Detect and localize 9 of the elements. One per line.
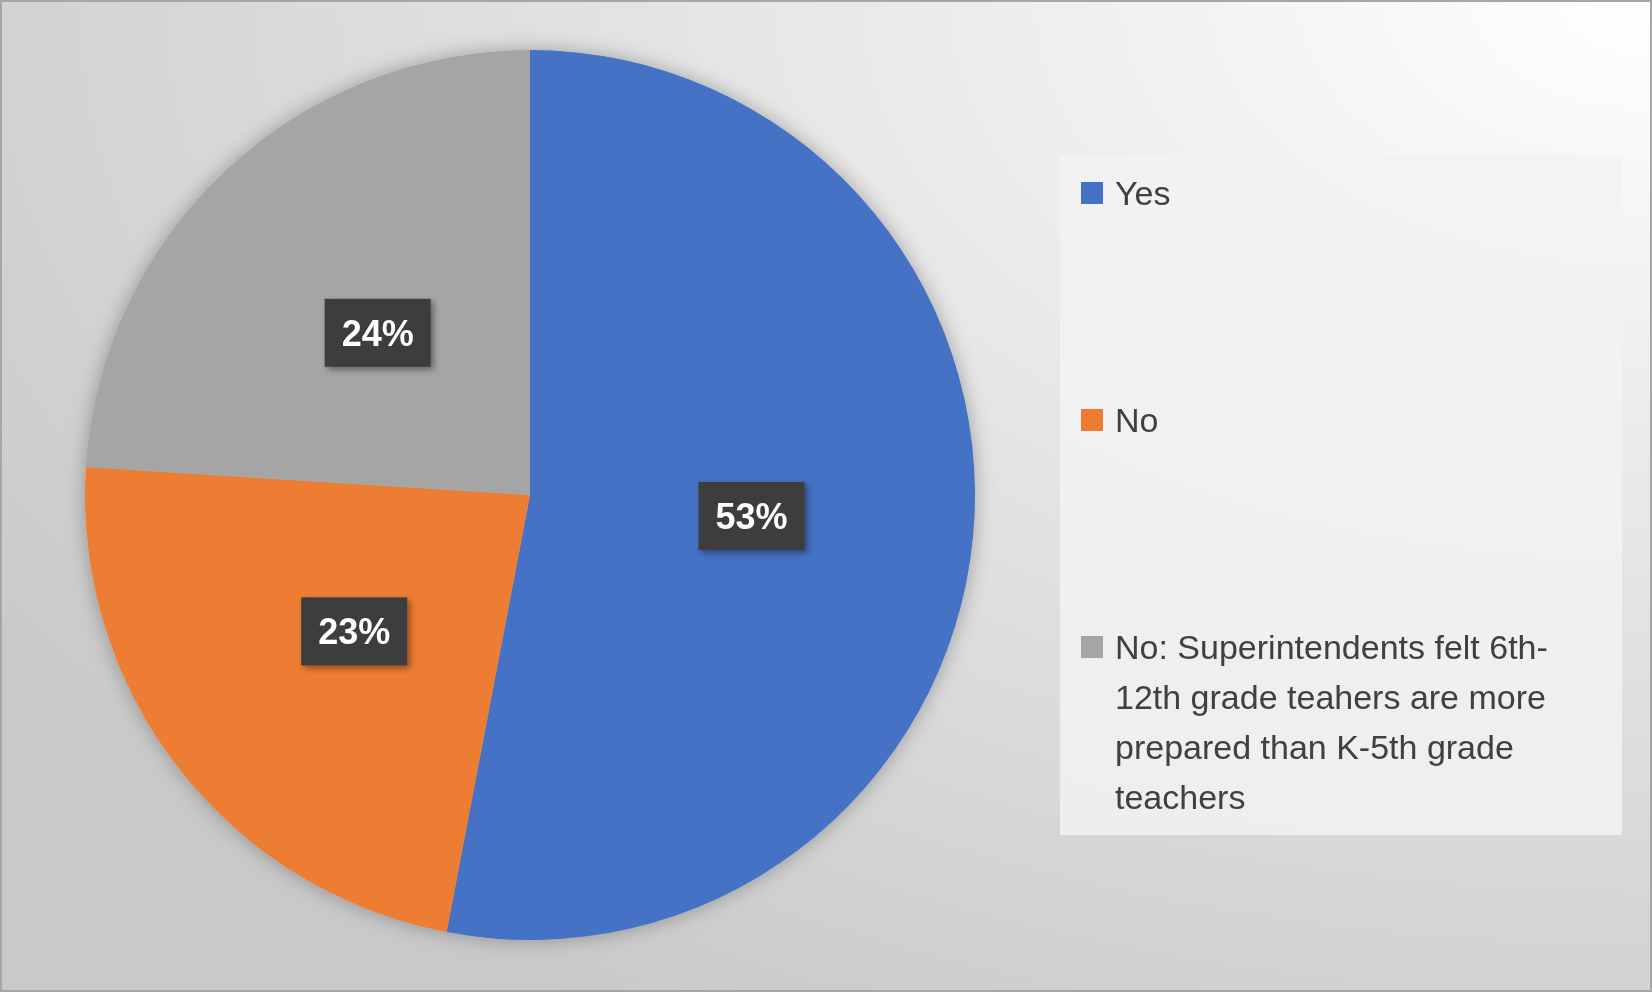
data-label: 23% — [318, 611, 391, 653]
legend-label: No: Superintendents felt 6th-12th grade teahers are more prepared than K-5th grade teachers — [1115, 627, 1548, 816]
data-label: 24% — [341, 312, 414, 354]
pie-slice — [85, 50, 530, 495]
pie-slice — [446, 50, 975, 940]
data-label: 53% — [715, 495, 788, 537]
pie-slice — [85, 467, 530, 933]
legend-label: Yes — [1115, 173, 1171, 212]
legend-label: No — [1115, 400, 1159, 439]
